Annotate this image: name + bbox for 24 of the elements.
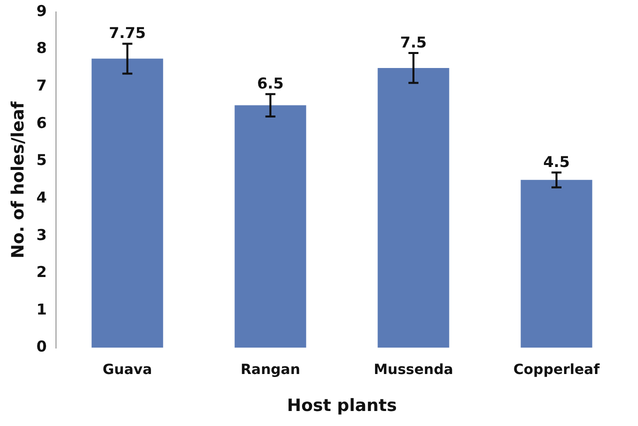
y-tick-label: 9 (36, 2, 47, 20)
x-tick-label: Rangan (240, 362, 300, 378)
data-label: 7.5 (400, 33, 427, 52)
x-tick-label: Guava (102, 362, 152, 378)
data-label: 7.75 (108, 24, 146, 42)
y-axis-title: No. of holes/leaf (8, 100, 29, 258)
data-label: 4.5 (543, 152, 570, 171)
bar (234, 105, 306, 348)
y-tick-label: 4 (36, 188, 47, 206)
y-tick-label: 2 (36, 263, 47, 282)
y-tick-label: 5 (36, 151, 47, 170)
x-axis-title: Host plants (286, 396, 397, 416)
x-tick-label: Mussenda (374, 362, 454, 378)
bar (520, 180, 592, 348)
y-tick-label: 0 (36, 338, 47, 356)
y-tick-label: 3 (36, 226, 47, 244)
data-label: 6.5 (257, 74, 284, 92)
bar (92, 58, 164, 348)
y-tick-label: 7 (36, 76, 47, 95)
y-tick-label: 1 (36, 300, 47, 318)
y-tick-label: 8 (36, 39, 47, 58)
x-tick-label: Copperleaf (513, 362, 600, 378)
y-tick-label: 6 (36, 114, 47, 132)
bar (378, 68, 450, 348)
